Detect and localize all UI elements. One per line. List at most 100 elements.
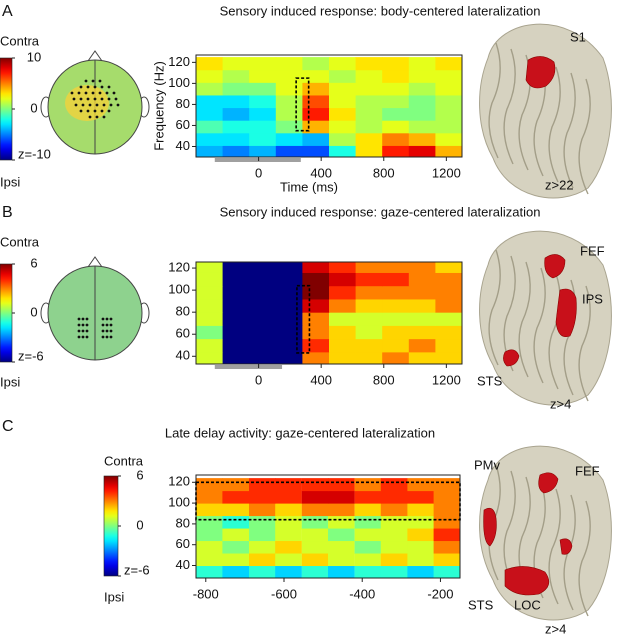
- heatmap-cell: [355, 107, 383, 121]
- heatmap-cell: [301, 565, 329, 578]
- heatmap-cell: [355, 132, 383, 146]
- heatmap: [196, 57, 462, 157]
- sensor-dot: [77, 335, 81, 339]
- heatmap-cell: [354, 503, 382, 517]
- brain-sulcus: [578, 500, 591, 617]
- sensor-dot: [101, 335, 105, 339]
- sensor-dot: [81, 329, 85, 333]
- sensor-dot: [93, 109, 97, 113]
- heatmap-cell: [407, 503, 435, 517]
- heatmap-cell: [302, 272, 330, 287]
- heatmap-cell: [222, 565, 250, 578]
- heatmap-cell: [328, 528, 355, 542]
- heatmap-cell: [382, 338, 410, 353]
- x-tick-label: 800: [373, 372, 395, 387]
- sensor-dot: [98, 91, 102, 95]
- sensor-dot: [105, 317, 109, 321]
- heatmap-cell: [407, 565, 435, 578]
- heatmap-cell: [354, 528, 382, 542]
- activation-region: [559, 538, 573, 555]
- region-label: LOC: [514, 597, 541, 612]
- heatmap-cell: [382, 132, 410, 146]
- heatmap-cell: [435, 132, 462, 146]
- sensor-dot: [101, 329, 105, 333]
- region-label: IPS: [582, 291, 603, 306]
- y-tick-label: 40: [176, 557, 190, 572]
- heatmap-cell: [433, 515, 460, 529]
- panel-letter: C: [2, 418, 14, 435]
- heatmap-cell: [408, 325, 436, 340]
- sensor-dot: [81, 323, 85, 327]
- heatmap-cell: [329, 338, 357, 353]
- heatmap-cell: [249, 82, 277, 96]
- heatmap-cell: [433, 553, 460, 567]
- heatmap-cell: [355, 57, 383, 71]
- plot-frame: [195, 54, 463, 158]
- heatmap-cell: [355, 351, 383, 364]
- heatmap-cell: [355, 338, 383, 353]
- y-tick-label: 60: [176, 117, 190, 132]
- heatmap-cell: [196, 540, 223, 554]
- heatmap-cell: [329, 120, 357, 134]
- heatmap-cell: [329, 69, 357, 83]
- heatmap-cell: [249, 94, 277, 109]
- heatmap-cell: [301, 503, 329, 517]
- heatmap-cell: [408, 94, 436, 109]
- x-tick-label: -200: [427, 586, 453, 601]
- x-tick-label: -400: [349, 586, 375, 601]
- sensor-dot: [102, 115, 106, 119]
- heatmap-cell: [248, 540, 276, 554]
- heatmap-cell: [222, 272, 250, 287]
- brain-sulcus: [563, 494, 576, 611]
- x-tick-label: 400: [310, 165, 332, 180]
- heatmap-cell: [355, 285, 383, 300]
- sensor-dot: [85, 323, 89, 327]
- heatmap-cell: [301, 478, 329, 492]
- sensor-dot: [107, 109, 111, 113]
- sensor-dot: [86, 97, 90, 101]
- sensor-dot: [100, 85, 104, 89]
- heatmap-cell: [354, 565, 382, 578]
- heatmap-cell: [380, 565, 408, 578]
- colorbar-tick-label: 0: [30, 100, 37, 115]
- sensor-dot: [93, 97, 97, 101]
- heatmap-cell: [222, 298, 250, 313]
- region-label: FEF: [575, 463, 600, 478]
- heatmap-cell: [222, 312, 250, 326]
- heatmap-cell: [329, 262, 357, 273]
- heatmap-cell: [222, 94, 250, 109]
- heatmap-cell: [435, 57, 462, 71]
- sensor-dot: [77, 317, 81, 321]
- brain-sulcus: [548, 66, 561, 183]
- heatmap-cell: [329, 312, 357, 326]
- x-axis-label: Time (ms): [280, 179, 338, 194]
- heatmap-cell: [275, 565, 302, 578]
- region-label: S1: [570, 29, 586, 44]
- sensor-dot: [81, 103, 85, 107]
- colorbar: [0, 263, 13, 363]
- sensor-dot: [112, 91, 116, 95]
- heatmap-cell: [435, 325, 462, 340]
- heatmap-cell: [408, 338, 436, 353]
- heatmap-cell: [302, 82, 330, 96]
- colorbar-tick-label: 0: [136, 517, 143, 532]
- heatmap-cell: [275, 515, 302, 529]
- nose: [87, 50, 103, 62]
- sensor-dot: [77, 91, 81, 95]
- sensor-dot: [107, 97, 111, 101]
- heatmap-cell: [302, 132, 330, 146]
- heatmap-cell: [301, 553, 329, 567]
- heatmap-cell: [435, 145, 462, 157]
- heatmap-cell: [382, 298, 410, 313]
- heatmap-cell: [329, 94, 357, 109]
- brain-sulcus: [503, 470, 516, 587]
- sensor-dot: [88, 103, 92, 107]
- heatmap-cell: [328, 478, 355, 492]
- heatmap-cell: [302, 325, 330, 340]
- sensor-dot: [86, 85, 90, 89]
- sensor-dot: [70, 91, 74, 95]
- threshold-label: z>22: [545, 177, 574, 192]
- heatmap-cell: [408, 82, 436, 96]
- sensor-dot: [95, 103, 99, 107]
